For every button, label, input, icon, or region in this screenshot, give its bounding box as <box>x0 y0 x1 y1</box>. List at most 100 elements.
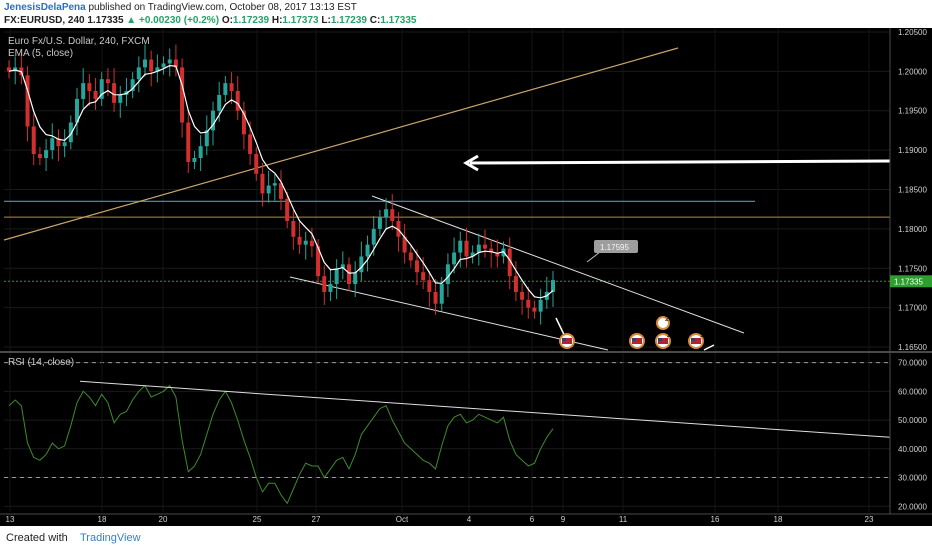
candle-body <box>390 209 395 222</box>
candle-body <box>353 272 358 285</box>
candle-body <box>149 59 154 72</box>
candle-body <box>260 173 265 194</box>
rsi-tick-label: 20.0000 <box>898 502 927 511</box>
candle-body <box>198 146 203 158</box>
time-tick-label: 25 <box>253 515 262 524</box>
time-tick-label: 23 <box>865 515 874 524</box>
candle-body <box>328 284 333 292</box>
candle-body <box>254 154 259 174</box>
current-price-tag <box>890 275 932 288</box>
events-layer: 2 10 2 <box>559 316 708 349</box>
candle-body <box>538 299 543 312</box>
symbol-quote: FX:EURUSD, 240 1.17335 ▲ +0.00230 (+0.2%… <box>4 15 416 26</box>
candle-body <box>68 122 73 143</box>
candle-body <box>248 134 253 155</box>
rsi-layer <box>8 380 891 505</box>
candle-body <box>31 126 36 155</box>
author-link[interactable]: JenesisDelaPena <box>4 2 86 13</box>
time-tick-label: 18 <box>774 515 783 524</box>
candle-body <box>204 130 209 147</box>
ema-layer <box>8 64 554 299</box>
axes-layer: 1.20500 1.20000 1.19500 1.19000 1.18500 1.180… <box>0 28 932 524</box>
price-tick-label: 1.20000 <box>898 67 927 76</box>
rsi-trendline <box>79 380 891 438</box>
candle-body <box>513 276 518 292</box>
candle-body <box>180 67 185 123</box>
low-label: L: <box>321 15 331 26</box>
candle-body <box>130 79 135 92</box>
event-flag-icon-upper <box>656 316 670 330</box>
rsi-legend: RSI (14, close) <box>8 357 74 368</box>
symbol-label: FX:EURUSD, 240 <box>4 15 85 26</box>
candle-body <box>93 91 98 99</box>
us-flag-icon <box>632 338 642 344</box>
ascending-trendline <box>3 47 679 241</box>
candle-body <box>421 272 426 281</box>
tradingview-brand[interactable]: TradingView <box>80 532 141 544</box>
candle-body <box>13 67 18 72</box>
us-flag-canton <box>658 338 662 341</box>
candle-body <box>347 264 351 285</box>
channel-upper-line <box>371 195 745 334</box>
time-tick-label: 9 <box>561 515 566 524</box>
candle-body <box>452 252 457 265</box>
candles-layer <box>7 44 555 325</box>
candle-body <box>192 157 197 162</box>
candle-body <box>118 94 123 103</box>
candle-body <box>297 236 302 245</box>
candle-body <box>377 217 382 229</box>
time-tick-label: 6 <box>530 515 535 524</box>
main-legend: Euro Fx/U.S. Dollar, 240, FXCM <box>8 36 150 47</box>
candle-body <box>445 264 450 285</box>
rsi-line <box>8 384 554 505</box>
close-value: 1.17335 <box>380 15 417 26</box>
candle-body <box>62 142 67 147</box>
chart-canvas[interactable]: 1.17595 2 10 2 1.20500 1.20000 1.19500 1.1900… <box>0 28 932 526</box>
rsi-tick-label: 40.0000 <box>898 445 927 454</box>
candle-body <box>526 299 531 308</box>
candle-body <box>7 67 11 72</box>
candle-body <box>112 83 117 103</box>
price-tick-label: 1.17000 <box>898 304 927 313</box>
candle-body <box>285 198 290 222</box>
price-tick-label: 1.17500 <box>898 264 927 273</box>
event-count-badge: 10 <box>700 332 708 339</box>
candle-body <box>186 122 191 162</box>
candle-body <box>427 280 432 292</box>
event-count-badge: 2 <box>665 316 669 323</box>
candle-body <box>99 79 104 99</box>
candle-body <box>272 183 277 186</box>
candle-body <box>520 291 525 300</box>
us-flag-icon <box>562 338 572 344</box>
candle-body <box>291 221 296 237</box>
candle-body <box>173 59 178 68</box>
candle-body <box>44 150 49 158</box>
callout-pointer <box>586 251 601 263</box>
candle-body <box>241 110 246 135</box>
price-tick-label: 1.18000 <box>898 225 927 234</box>
time-tick-label: 11 <box>619 515 628 524</box>
chart-header: JenesisDelaPena published on TradingView… <box>0 0 932 28</box>
candle-body <box>309 240 314 247</box>
candle-body <box>507 248 512 277</box>
candle-body <box>402 236 407 253</box>
candle-body <box>340 264 345 269</box>
price-tick-label: 1.16500 <box>898 343 927 352</box>
candle-body <box>50 138 55 151</box>
candle-body <box>81 83 86 99</box>
time-tick-label: 4 <box>467 515 472 524</box>
close-label: C: <box>369 15 381 26</box>
candle-body <box>365 244 370 257</box>
chart-background <box>0 28 932 526</box>
rsi-tick-label: 60.0000 <box>898 387 927 396</box>
candle-body <box>483 244 487 249</box>
candle-body <box>433 291 438 304</box>
price-change: ▲ +0.00230 (+0.2%) <box>126 15 220 26</box>
projection-line-2 <box>703 344 715 351</box>
rsi-tick-label: 30.0000 <box>898 474 927 483</box>
candle-body <box>56 138 61 147</box>
candle-body <box>464 240 469 257</box>
price-callout-text: 1.17595 <box>600 243 629 252</box>
candle-body <box>223 83 228 95</box>
price-tick-label: 1.20500 <box>898 28 927 37</box>
